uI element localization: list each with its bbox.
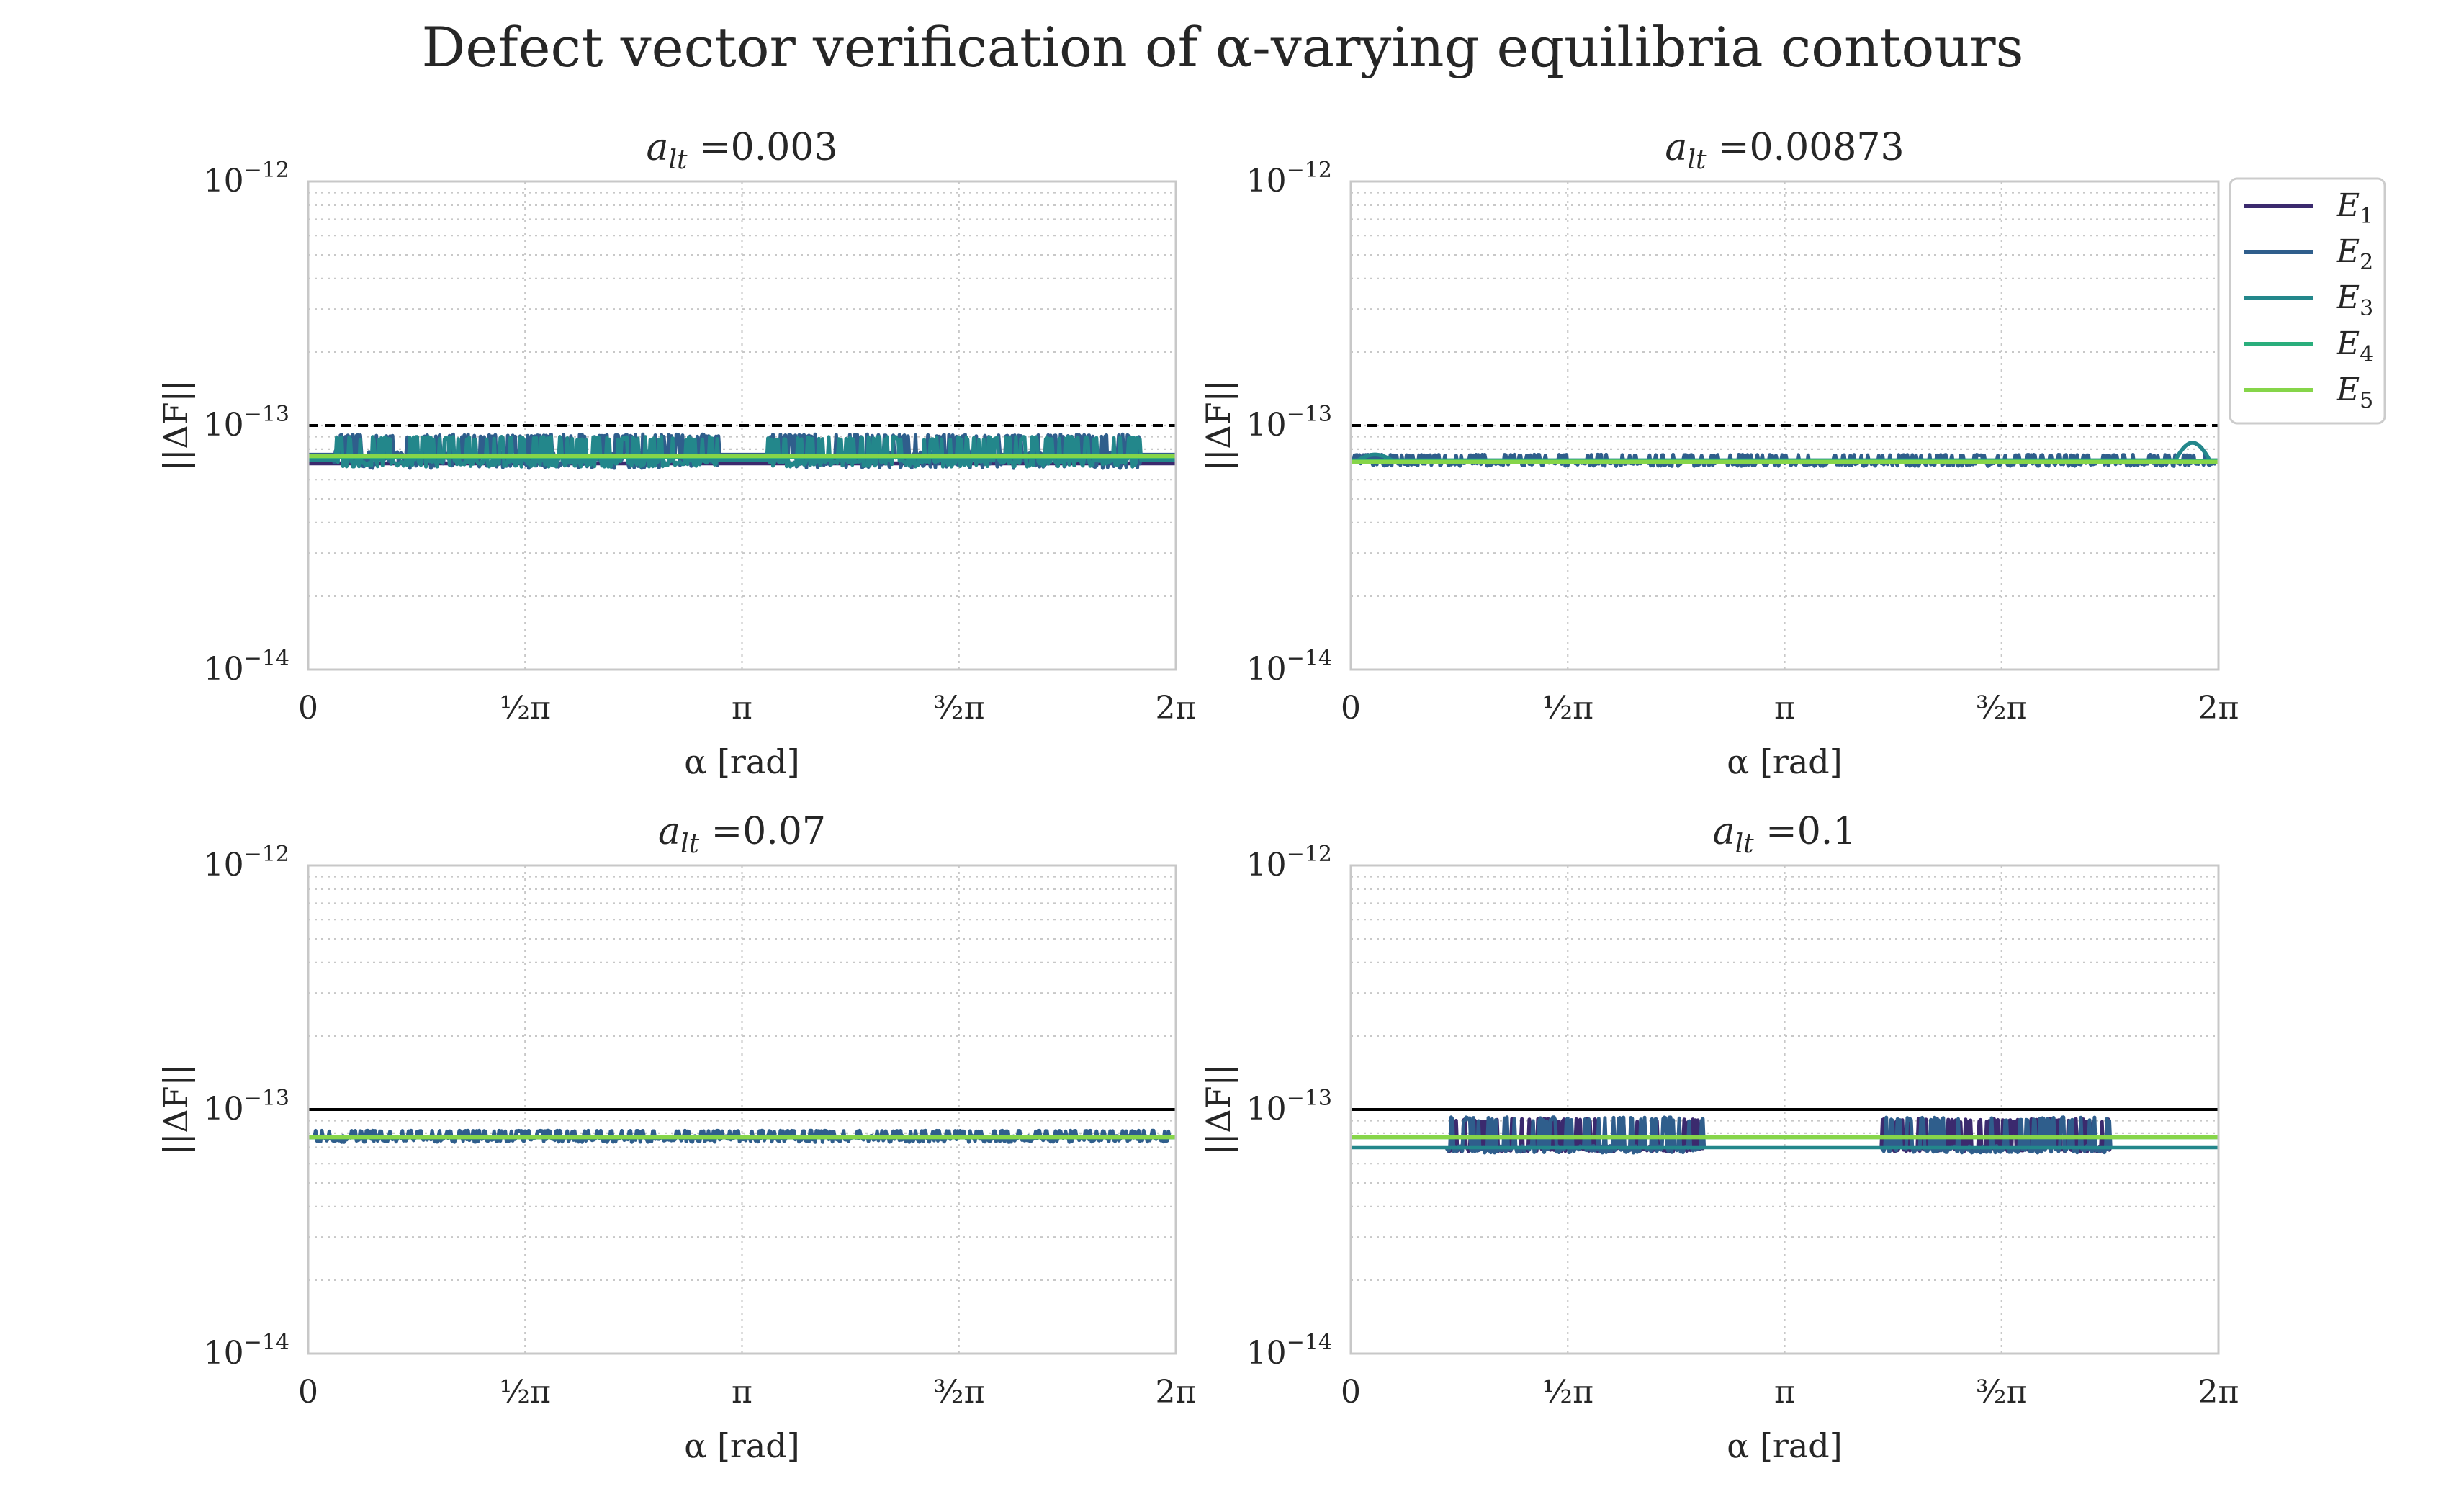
legend-frame — [2229, 177, 2386, 425]
x-tick-label: ½π — [1542, 690, 1593, 726]
title-base: a — [1713, 810, 1735, 853]
x-tick-label: π — [1774, 1374, 1795, 1410]
grid — [1351, 181, 2218, 670]
legend-label-E3: E3 — [2336, 279, 2373, 321]
title-rest: =0.07 — [699, 810, 826, 853]
figure-title: Defect vector verification of α-varying … — [421, 15, 2023, 79]
subplot-4: alt =0.1 0 ½π π ³⁄₂π 2π 10−14 10−13 10−12 α [rad]… — [1199, 810, 2239, 1465]
title-sub: lt — [680, 829, 700, 859]
series-group — [1351, 441, 2218, 468]
plot-frame — [1349, 864, 2220, 1355]
plot-frame — [307, 864, 1177, 1355]
y-tick-label: 10−13 — [204, 402, 289, 444]
title-base: a — [658, 810, 680, 853]
x-tick-label: ½π — [1542, 1374, 1593, 1410]
x-tick-label: π — [1774, 690, 1795, 726]
title-rest: =0.003 — [688, 126, 838, 169]
y-axis-label: ||ΔF|| — [156, 379, 195, 471]
title-base: a — [647, 126, 669, 169]
legend-label-E5: E5 — [2336, 372, 2373, 413]
x-tick-label: 0 — [1341, 690, 1361, 726]
plot-frame — [1349, 180, 2220, 671]
x-tick-label: 2π — [1156, 690, 1197, 726]
x-tick-label: π — [732, 1374, 752, 1410]
title-rest: =0.00873 — [1706, 126, 1904, 169]
subplot-3: alt =0.07 0 ½π π ³⁄₂π 2π 10−14 10−13 10−12 α [rad… — [156, 810, 1196, 1465]
plot-frame — [307, 180, 1177, 671]
x-tick-label: ³⁄₂π — [1976, 690, 2028, 726]
series-group — [1351, 1115, 2218, 1155]
x-tick-label: 0 — [298, 690, 318, 726]
x-axis-label: α [rad] — [1727, 1426, 1842, 1465]
y-tick-label: 10−14 — [204, 646, 289, 688]
y-axis-label: ||ΔF|| — [1199, 1063, 1238, 1155]
series-E3 — [308, 435, 1176, 469]
y-tick-label: 10−13 — [204, 1086, 289, 1128]
y-tick-label: 10−12 — [204, 842, 289, 883]
x-tick-label: 2π — [1156, 1374, 1197, 1410]
x-tick-label: 0 — [298, 1374, 318, 1410]
y-tick-label: 10−13 — [1246, 1086, 1332, 1128]
x-axis-label: α [rad] — [684, 1426, 799, 1465]
x-axis-label: α [rad] — [1727, 742, 1842, 781]
legend-label-E1: E1 — [2336, 187, 2373, 229]
subplot-title: alt =0.00873 — [1665, 126, 1904, 175]
title-sub: lt — [1687, 145, 1707, 175]
subplot-title: alt =0.003 — [647, 126, 838, 175]
x-axis-label: α [rad] — [684, 742, 799, 781]
y-tick-label: 10−14 — [1246, 646, 1332, 688]
subplot-2: alt =0.00873 0 ½π π ³⁄₂π 2π 10−14 10−13 10−12 α [… — [1199, 126, 2239, 781]
y-tick-label: 10−12 — [1246, 842, 1332, 883]
x-tick-label: 0 — [1341, 1374, 1361, 1410]
x-tick-label: ½π — [499, 1374, 551, 1410]
y-tick-label: 10−12 — [204, 158, 289, 199]
x-tick-label: 2π — [2198, 1374, 2239, 1410]
y-tick-label: 10−14 — [1246, 1330, 1332, 1372]
legend-label-E2: E2 — [2336, 233, 2373, 275]
x-tick-label: 2π — [2198, 690, 2239, 726]
x-tick-label: ½π — [499, 690, 551, 726]
subplot-1: alt =0.003 0 ½π π ³⁄₂π 2π 10−14 10−13 10−12 α [ra… — [156, 126, 1196, 781]
x-tick-label: ³⁄₂π — [933, 690, 985, 726]
title-rest: =0.1 — [1754, 810, 1857, 853]
x-tick-label: ³⁄₂π — [933, 1374, 985, 1410]
y-axis-label: ||ΔF|| — [156, 1063, 195, 1155]
title-base: a — [1665, 126, 1687, 169]
x-tick-label: π — [732, 690, 752, 726]
subplot-title: alt =0.1 — [1713, 810, 1857, 859]
subplot-title: alt =0.07 — [658, 810, 826, 859]
series-group — [308, 1128, 1176, 1144]
y-tick-label: 10−13 — [1246, 402, 1332, 444]
series-group — [308, 432, 1176, 470]
y-tick-label: 10−14 — [204, 1330, 289, 1372]
title-sub: lt — [1735, 829, 1755, 859]
y-tick-label: 10−12 — [1246, 158, 1332, 199]
x-tick-label: ³⁄₂π — [1976, 1374, 2028, 1410]
title-sub: lt — [669, 145, 688, 175]
legend-label-E4: E4 — [2336, 325, 2373, 367]
y-axis-label: ||ΔF|| — [1199, 379, 1238, 471]
